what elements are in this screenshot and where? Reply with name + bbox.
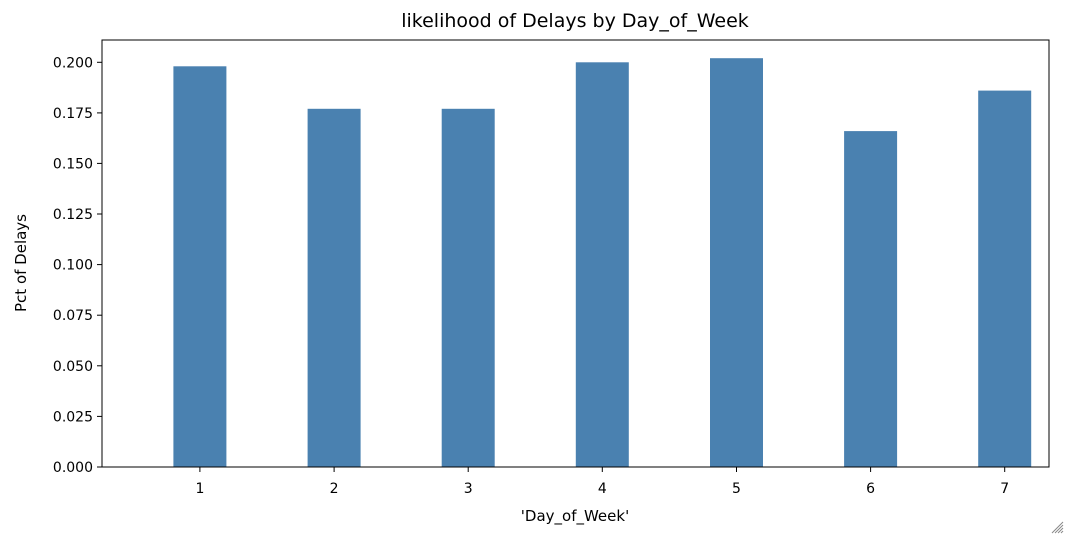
- x-tick-label: 1: [195, 481, 204, 497]
- bar-day-3: [441, 108, 495, 468]
- resize-grip-icon[interactable]: [1050, 520, 1064, 534]
- bar-day-2: [307, 108, 361, 468]
- y-tick-label: 0.050: [53, 359, 93, 375]
- y-tick-label: 0.075: [53, 308, 93, 324]
- y-axis-label: Pct of Delays: [12, 214, 30, 312]
- x-tick-label: 3: [464, 481, 473, 497]
- x-tick-label: 7: [1000, 481, 1009, 497]
- y-tick-label: 0.150: [53, 156, 93, 172]
- chart-title: likelihood of Delays by Day_of_Week: [401, 10, 749, 32]
- y-tick-label: 0.100: [53, 258, 93, 274]
- y-tick-label: 0.000: [53, 460, 93, 476]
- bar-day-5: [710, 58, 763, 467]
- x-tick-label: 6: [866, 481, 875, 497]
- bar-day-4: [575, 62, 629, 468]
- y-tick-label: 0.125: [53, 207, 93, 223]
- bar-day-1: [173, 66, 227, 468]
- y-tick-label: 0.175: [53, 106, 93, 122]
- plot-frame: [101, 39, 1050, 468]
- y-tick-label: 0.025: [53, 409, 93, 425]
- x-axis-label: 'Day_of_Week': [521, 507, 629, 526]
- x-tick-label: 2: [330, 481, 339, 497]
- y-tick-label: 0.200: [53, 55, 93, 71]
- x-tick-label: 4: [598, 481, 607, 497]
- bar-day-7: [978, 90, 1032, 467]
- bar-day-6: [844, 131, 898, 467]
- bars-group: [173, 58, 1032, 468]
- x-tick-label: 5: [732, 481, 741, 497]
- x-ticks-group: 1 2 3 4 5 6 7: [195, 467, 1009, 497]
- y-ticks-group: 0.000 0.025 0.050 0.075 0.100 0.125 0.150 0.175…: [53, 55, 102, 476]
